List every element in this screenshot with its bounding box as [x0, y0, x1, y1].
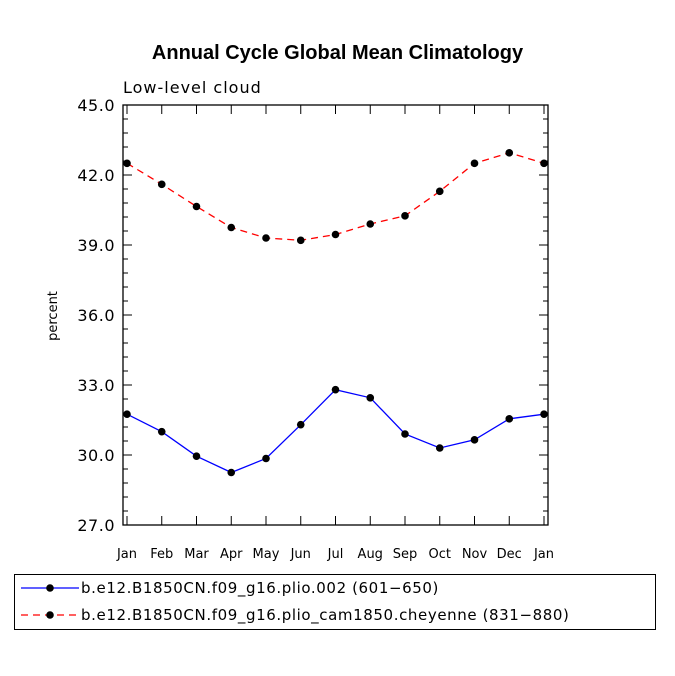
legend-swatch-cam1850 [21, 611, 79, 619]
series-0-point [192, 452, 201, 460]
x-tick-label: Oct [429, 547, 451, 562]
x-tick-label: Dec [497, 547, 522, 562]
line-chart: Low-level cloud percent 27.0 30.0 33.0 36.0… [46, 78, 554, 562]
x-tick-label: Nov [462, 547, 488, 562]
x-tick-label: Aug [358, 547, 383, 562]
series-1-point [296, 236, 305, 245]
series-1-point [366, 220, 375, 228]
x-tick-label: May [253, 547, 280, 562]
series-0-point [227, 468, 236, 477]
series-1-point [262, 234, 270, 242]
x-tick-label: Apr [220, 547, 243, 562]
series-1-point [540, 159, 548, 168]
chart-subtitle: Low-level cloud [123, 78, 262, 97]
series-0-point [470, 436, 479, 444]
series-layer [123, 149, 548, 477]
x-tick-label: Sep [393, 547, 418, 562]
series-0-point [262, 454, 270, 463]
series-0-point [401, 430, 409, 438]
series-0-point [435, 444, 444, 452]
series-line-0 [126, 388, 545, 474]
series-0-point [123, 410, 131, 418]
x-tick-label: Jul [327, 547, 344, 562]
legend-entry-plio: b.e12.B1850CN.f09_g16.plio.002 (601−650) [15, 576, 655, 602]
chart-title: Annual Cycle Global Mean Climatology [151, 42, 524, 64]
series-1-point [227, 223, 236, 232]
series-1-point [435, 187, 444, 196]
series-1-point [123, 159, 131, 168]
series-line-1 [126, 152, 545, 241]
series-1-point [157, 180, 166, 189]
x-tick-label: Feb [150, 547, 173, 562]
series-1-point [192, 202, 201, 211]
y-tick-label: 30.0 [77, 446, 115, 465]
series-0-point [540, 410, 548, 418]
legend-entry-cam1850: b.e12.B1850CN.f09_g16.plio_cam1850.cheye… [15, 603, 655, 629]
x-tick-label: Jun [290, 547, 311, 562]
series-1-point [331, 230, 340, 239]
plot-frame [122, 104, 549, 526]
plot-axes: 27.0 30.0 33.0 36.0 39.0 42.0 45.0 Jan Feb Mar Apr… [77, 96, 554, 562]
series-0-point [331, 385, 340, 394]
legend-swatch-plio [21, 584, 79, 592]
x-tick-label: Jan [116, 547, 137, 562]
y-tick-label: 36.0 [77, 306, 115, 325]
y-tick-label: 39.0 [77, 236, 115, 255]
y-tick-label: 27.0 [77, 516, 115, 535]
series-0-point [366, 394, 375, 402]
y-tick-label: 42.0 [77, 166, 115, 185]
y-tick-label: 45.0 [77, 96, 115, 115]
series-1-point [401, 212, 409, 220]
x-tick-label: Mar [184, 547, 209, 562]
x-tick-label: Jan [533, 547, 554, 562]
legend-label-plio: b.e12.B1850CN.f09_g16.plio.002 (601−650) [81, 579, 440, 597]
series-1-point [505, 149, 514, 157]
y-tick-label: 33.0 [77, 376, 115, 395]
legend: b.e12.B1850CN.f09_g16.plio.002 (601−650)… [14, 574, 656, 630]
series-0-point [505, 415, 514, 423]
legend-label-cam1850: b.e12.B1850CN.f09_g16.plio_cam1850.cheye… [81, 606, 570, 624]
series-0-point [157, 427, 166, 436]
y-axis-label: percent [46, 291, 61, 341]
series-0-point [296, 420, 305, 429]
series-1-point [470, 159, 479, 168]
